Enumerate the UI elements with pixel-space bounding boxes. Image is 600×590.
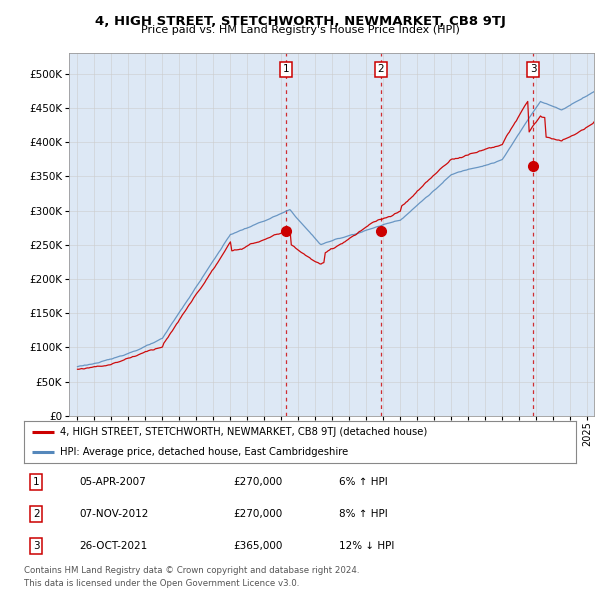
Text: £270,000: £270,000	[234, 477, 283, 487]
Text: 8% ↑ HPI: 8% ↑ HPI	[338, 509, 388, 519]
Text: 3: 3	[530, 64, 536, 74]
Text: HPI: Average price, detached house, East Cambridgeshire: HPI: Average price, detached house, East…	[60, 447, 348, 457]
Text: 05-APR-2007: 05-APR-2007	[79, 477, 146, 487]
Text: £365,000: £365,000	[234, 541, 283, 550]
Text: 12% ↓ HPI: 12% ↓ HPI	[338, 541, 394, 550]
Text: 1: 1	[283, 64, 289, 74]
Text: 6% ↑ HPI: 6% ↑ HPI	[338, 477, 388, 487]
Text: 4, HIGH STREET, STETCHWORTH, NEWMARKET, CB8 9TJ (detached house): 4, HIGH STREET, STETCHWORTH, NEWMARKET, …	[60, 427, 427, 437]
Text: 2: 2	[33, 509, 40, 519]
Text: 4, HIGH STREET, STETCHWORTH, NEWMARKET, CB8 9TJ: 4, HIGH STREET, STETCHWORTH, NEWMARKET, …	[95, 15, 505, 28]
Text: Price paid vs. HM Land Registry's House Price Index (HPI): Price paid vs. HM Land Registry's House …	[140, 25, 460, 35]
Text: £270,000: £270,000	[234, 509, 283, 519]
Text: 1: 1	[33, 477, 40, 487]
Text: 3: 3	[33, 541, 40, 550]
Text: 07-NOV-2012: 07-NOV-2012	[79, 509, 149, 519]
Text: This data is licensed under the Open Government Licence v3.0.: This data is licensed under the Open Gov…	[24, 579, 299, 588]
Text: 2: 2	[377, 64, 384, 74]
Text: Contains HM Land Registry data © Crown copyright and database right 2024.: Contains HM Land Registry data © Crown c…	[24, 566, 359, 575]
Text: 26-OCT-2021: 26-OCT-2021	[79, 541, 148, 550]
